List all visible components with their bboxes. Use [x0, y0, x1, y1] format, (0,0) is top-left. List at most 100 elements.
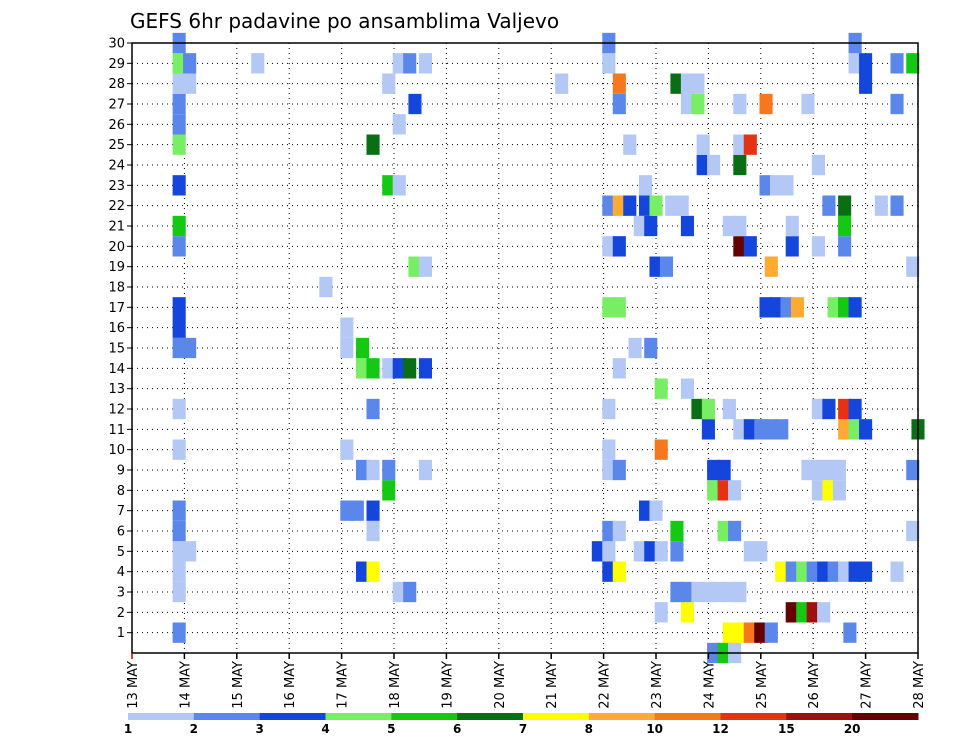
data-cell — [602, 541, 616, 562]
data-cell — [801, 93, 815, 115]
data-cell — [680, 215, 694, 237]
data-cell — [832, 459, 846, 481]
data-cell — [659, 256, 674, 277]
x-tick-label: 20 MAY — [493, 661, 508, 709]
y-tick-label: 7 — [117, 504, 125, 519]
data-cell — [172, 73, 186, 94]
data-cell — [602, 520, 616, 542]
data-cell — [602, 236, 616, 257]
y-tick-label: 11 — [108, 423, 125, 438]
colorbar-label: 5 — [387, 722, 395, 736]
data-cell — [350, 500, 364, 521]
data-cell — [801, 459, 815, 481]
data-cell — [680, 93, 694, 115]
data-cell — [633, 215, 647, 237]
chart-title: GEFS 6hr padavine po ansamblima Valjevo — [130, 9, 559, 33]
data-cell — [785, 602, 799, 623]
data-cell — [382, 175, 396, 196]
data-cell — [408, 256, 422, 277]
x-tick-label: 21 MAY — [545, 661, 560, 709]
colorbar-swatch — [325, 713, 392, 720]
colorbar-label: 12 — [712, 722, 729, 736]
data-cell — [764, 622, 778, 643]
x-tick-label: 17 MAY — [336, 661, 351, 709]
x-tick-label: 22 MAY — [598, 661, 613, 709]
data-cell — [366, 134, 380, 155]
data-cell — [806, 602, 820, 623]
data-cell — [733, 154, 747, 176]
data-cell — [392, 53, 406, 74]
y-tick-label: 24 — [108, 159, 125, 174]
colorbar-label: 2 — [190, 722, 198, 736]
y-tick-label: 27 — [108, 98, 125, 113]
y-tick-label: 1 — [117, 626, 125, 641]
y-tick-label: 16 — [108, 321, 125, 336]
data-cell — [183, 337, 197, 359]
data-cell — [366, 459, 380, 481]
data-cell — [785, 561, 799, 582]
data-cell — [382, 459, 396, 481]
data-cell — [822, 480, 836, 501]
y-axis-ticks: 1234567891011121314151617181920212223242… — [108, 37, 132, 641]
data-cell — [769, 297, 784, 318]
y-tick-label: 15 — [108, 342, 125, 357]
data-cell — [874, 195, 888, 216]
data-cell — [780, 175, 794, 196]
data-cell — [319, 276, 333, 298]
data-cell — [890, 561, 904, 582]
data-cell — [733, 93, 747, 115]
x-tick-label: 18 MAY — [388, 661, 403, 709]
data-cell — [838, 236, 852, 257]
data-cell — [754, 541, 768, 562]
data-cell — [838, 561, 852, 582]
data-cell — [612, 236, 626, 257]
data-cell — [838, 195, 852, 216]
y-tick-label: 20 — [108, 240, 125, 255]
data-cell — [183, 541, 197, 562]
data-cell — [340, 317, 354, 338]
data-cell — [612, 520, 626, 542]
data-cell — [848, 398, 862, 420]
data-cell — [906, 520, 920, 542]
data-cell — [172, 561, 186, 582]
colorbar-label: 7 — [519, 722, 527, 736]
data-cell — [743, 541, 757, 562]
data-cell — [392, 114, 406, 135]
colorbar-label: 15 — [778, 722, 795, 736]
data-cell — [649, 256, 663, 277]
y-tick-label: 26 — [108, 118, 125, 133]
data-cell — [811, 398, 825, 420]
data-cell — [712, 581, 726, 603]
y-tick-label: 29 — [108, 57, 125, 72]
data-cell — [733, 419, 747, 440]
data-cell — [612, 561, 626, 582]
y-tick-label: 12 — [108, 403, 125, 418]
y-tick-label: 4 — [117, 565, 125, 580]
data-cell — [811, 480, 825, 501]
data-cell — [859, 53, 873, 74]
data-cell — [722, 215, 736, 237]
data-cell — [754, 622, 768, 643]
data-cell — [612, 73, 626, 94]
data-cell — [633, 541, 647, 562]
data-cell — [759, 93, 773, 115]
data-cell — [707, 154, 721, 176]
data-cell — [680, 581, 694, 603]
colorbar-label: 6 — [453, 722, 461, 736]
data-cell — [418, 459, 432, 481]
y-tick-label: 14 — [108, 362, 125, 377]
data-cell — [340, 500, 354, 521]
data-cell — [392, 175, 406, 196]
data-cell — [665, 195, 679, 216]
data-cell — [172, 53, 186, 74]
data-cell — [602, 398, 616, 420]
x-tick-label: 27 MAY — [860, 661, 875, 709]
data-cell — [628, 337, 642, 359]
data-cell — [728, 520, 742, 542]
data-cell — [691, 581, 705, 603]
data-cell — [822, 195, 836, 216]
data-cell — [649, 195, 663, 216]
data-cell — [602, 53, 616, 74]
data-cell — [670, 73, 684, 94]
